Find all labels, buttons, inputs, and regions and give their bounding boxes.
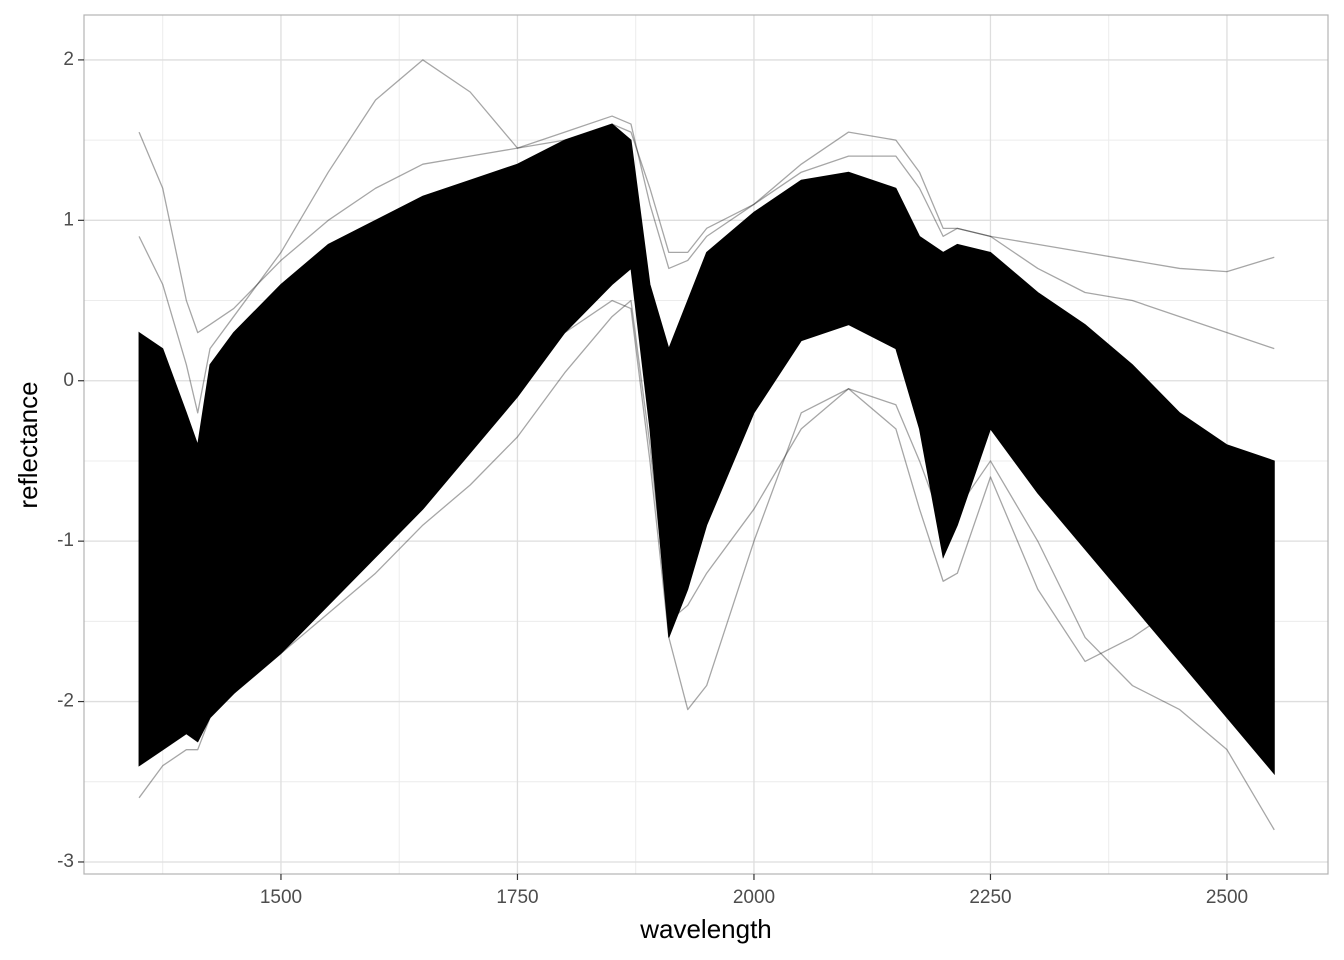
spectrum-line bbox=[138, 299, 1275, 767]
y-tick-label: -3 bbox=[57, 851, 74, 872]
x-tick-label: 2250 bbox=[969, 887, 1011, 908]
x-tick-label: 1500 bbox=[260, 887, 302, 908]
y-tick-label: 0 bbox=[63, 370, 74, 391]
y-tick-label: -1 bbox=[57, 530, 74, 551]
y-axis-title: reflectance bbox=[13, 381, 43, 508]
ticks: 1500 1750 2000 2250 2500 -3 -2 -1 0 1 2 bbox=[57, 49, 1248, 908]
x-axis-title: wavelength bbox=[639, 914, 772, 944]
spectrum-line bbox=[138, 299, 1275, 831]
spectrum-line bbox=[138, 115, 1275, 334]
dense-band bbox=[138, 123, 1275, 776]
marks bbox=[138, 59, 1275, 831]
y-tick-label: -2 bbox=[57, 691, 74, 712]
x-tick-label: 2500 bbox=[1206, 887, 1248, 908]
x-tick-label: 2000 bbox=[733, 887, 775, 908]
spectrum-line bbox=[138, 139, 1275, 702]
x-tick-label: 1750 bbox=[496, 887, 538, 908]
panel-border bbox=[83, 14, 1329, 875]
spectrum-line bbox=[138, 59, 1275, 414]
y-tick-label: 1 bbox=[63, 209, 74, 230]
y-tick-label: 2 bbox=[63, 49, 74, 70]
